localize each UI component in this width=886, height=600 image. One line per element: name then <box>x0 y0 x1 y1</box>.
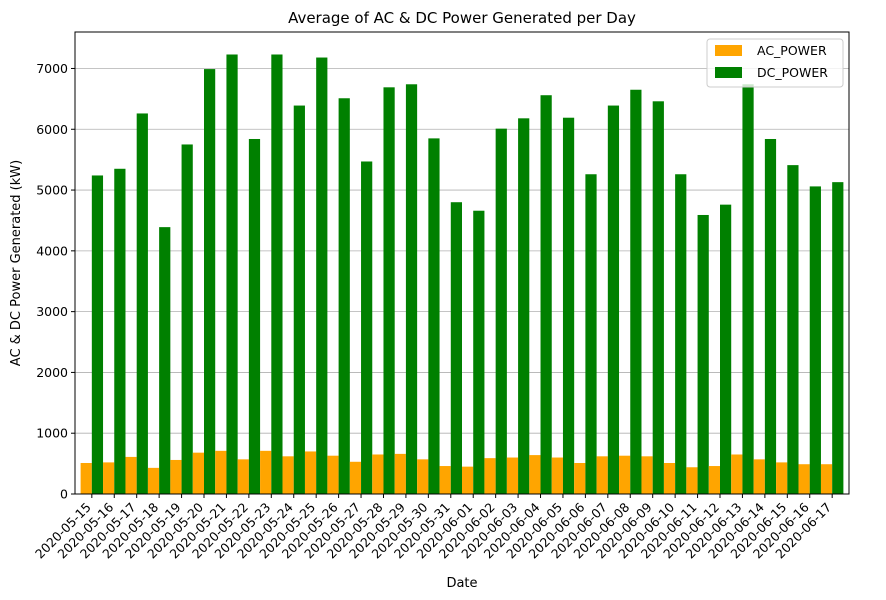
bar-dc-power <box>787 165 799 494</box>
bar-dc-power <box>832 182 844 494</box>
bar-dc-power <box>764 138 777 494</box>
bar-dc-power <box>450 202 462 495</box>
bar-ac-power <box>125 456 137 494</box>
bar-dc-power <box>585 174 597 494</box>
bar-dc-power <box>428 138 440 494</box>
bar-ac-power <box>663 462 676 494</box>
bar-dc-power <box>518 118 530 495</box>
bar-ac-power <box>80 462 92 494</box>
bar-ac-power <box>394 453 406 494</box>
bar-dc-power <box>652 101 664 495</box>
bar-ac-power <box>349 461 362 494</box>
bar-ac-power <box>686 467 698 494</box>
bar-dc-power <box>383 87 395 494</box>
bar-dc-power <box>226 54 238 495</box>
bar-dc-power <box>607 105 620 494</box>
y-axis-ticks: 0 1000 2000 3000 4000 5000 6000 7000 <box>36 61 75 502</box>
bar-ac-power <box>237 459 249 494</box>
bar-ac-power <box>708 466 720 494</box>
bars <box>80 54 844 495</box>
bar-dc-power <box>316 57 328 494</box>
y-tick-label: 3000 <box>36 304 68 319</box>
bar-dc-power <box>630 89 642 494</box>
bar-ac-power <box>372 454 384 494</box>
bar-ac-power <box>417 459 429 494</box>
x-axis-label: Date <box>446 576 477 591</box>
bar-ac-power <box>260 450 272 494</box>
bar-ac-power <box>147 467 160 494</box>
y-tick-label: 2000 <box>36 365 68 380</box>
bar-ac-power <box>327 455 339 494</box>
bar-ac-power <box>574 462 586 494</box>
bar-ac-power <box>529 455 541 494</box>
bar-ac-power <box>484 458 496 494</box>
plot-frame <box>74 31 850 495</box>
bar-ac-power <box>192 452 204 494</box>
bar-dc-power <box>293 105 305 494</box>
bar-dc-power <box>562 117 575 494</box>
legend-label-ac-power: AC_POWER <box>757 43 827 58</box>
bar-ac-power <box>753 459 765 494</box>
bar-dc-power <box>114 168 126 495</box>
bar-ac-power <box>506 457 519 494</box>
bar-ac-power <box>776 462 788 494</box>
bar-dc-power <box>540 95 552 494</box>
bar-dc-power <box>697 214 709 494</box>
y-tick-label: 0 <box>60 487 68 502</box>
bar-ac-power <box>619 455 631 494</box>
legend-label-dc-power: DC_POWER <box>757 65 828 80</box>
y-tick-label: 6000 <box>36 122 68 137</box>
bar-ac-power <box>170 459 182 494</box>
y-tick-label: 1000 <box>36 426 68 441</box>
y-tick-label: 7000 <box>36 61 68 76</box>
bar-dc-power <box>405 84 418 495</box>
bar-dc-power <box>720 204 732 495</box>
bar-ac-power <box>304 451 317 494</box>
bar-ac-power <box>462 466 474 494</box>
y-tick-label: 5000 <box>36 183 68 198</box>
chart-title: Average of AC & DC Power Generated per D… <box>288 9 636 27</box>
bar-dc-power <box>271 54 283 495</box>
bar-ac-power <box>641 456 653 494</box>
bar-ac-power <box>439 466 451 494</box>
bar-dc-power <box>675 174 687 494</box>
bar-dc-power <box>361 161 373 495</box>
y-axis-label: AC & DC Power Generated (kW) <box>9 160 24 366</box>
legend: AC_POWER DC_POWER <box>706 38 844 88</box>
bar-dc-power <box>742 84 754 495</box>
bar-ac-power <box>551 457 563 494</box>
bar-dc-power <box>248 138 261 494</box>
bar-dc-power <box>204 69 216 495</box>
bar-ac-power <box>798 464 810 494</box>
bar-dc-power <box>809 186 821 494</box>
bar-ac-power <box>215 450 227 494</box>
bar-dc-power <box>181 144 193 495</box>
bar-ac-power <box>282 456 294 494</box>
bar-ac-power <box>731 454 743 494</box>
legend-swatch-dc-power <box>715 67 742 78</box>
bar-dc-power <box>159 227 171 494</box>
bar-dc-power <box>91 175 104 494</box>
bar-ac-power <box>820 464 833 494</box>
bar-dc-power <box>338 98 350 494</box>
bar-ac-power <box>596 456 608 494</box>
y-tick-label: 4000 <box>36 243 68 258</box>
bar-dc-power <box>495 128 507 494</box>
bar-ac-power <box>103 462 115 494</box>
bar-dc-power <box>473 210 485 494</box>
bar-dc-power <box>136 113 148 495</box>
legend-swatch-ac-power <box>715 45 742 56</box>
